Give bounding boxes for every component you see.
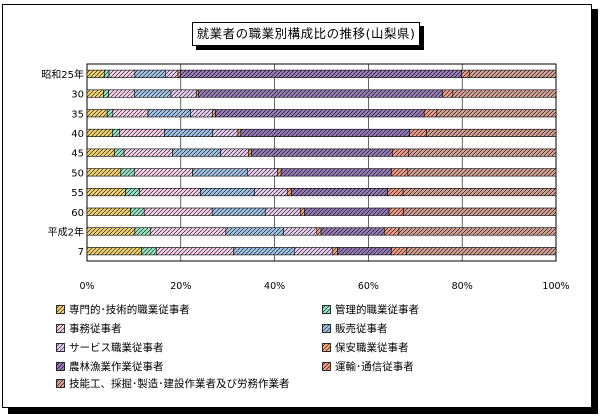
bar-segment	[406, 247, 557, 256]
bar-segment	[452, 89, 557, 98]
category-label: 30	[71, 90, 84, 101]
category-label: 40	[71, 129, 84, 140]
category-label: 昭和25年	[41, 68, 84, 81]
legend-label: 農林漁業作業従事者	[69, 361, 164, 373]
legend-label: 専門的･技術的職業従事者	[69, 304, 190, 316]
legend-label: 管理的職業従事者	[335, 304, 419, 316]
legend-swatch	[322, 362, 331, 371]
legend-swatch	[322, 324, 331, 333]
legend-swatch	[322, 305, 331, 314]
bar-segment	[398, 227, 557, 236]
legend-swatch	[56, 305, 65, 314]
legend-swatch	[56, 379, 65, 388]
bar-segment	[468, 69, 557, 78]
bar-segment	[403, 207, 557, 216]
category-label: 55	[71, 188, 84, 199]
legend-label: 技能工、採掘･製造･建設作業者及び労務作業者	[69, 378, 290, 390]
frame-shadow-bottom	[8, 408, 598, 414]
x-tick-label: 40%	[264, 281, 285, 292]
bar-segment	[402, 188, 557, 197]
x-tick-label: 60%	[358, 281, 379, 292]
bar-segment	[407, 168, 557, 177]
category-label: 7	[78, 247, 84, 258]
x-tick-label: 80%	[452, 281, 473, 292]
category-label: 50	[71, 168, 84, 179]
legend-label: 保安職業従事者	[335, 342, 409, 354]
x-tick-label: 0%	[79, 281, 94, 292]
legend-swatch	[56, 343, 65, 352]
category-label: 35	[71, 109, 84, 120]
legend-swatch	[322, 343, 331, 352]
bar-segment	[426, 128, 557, 137]
category-label: 45	[71, 149, 84, 160]
bar-segment	[436, 109, 557, 118]
legend-label: 販売従事者	[335, 323, 388, 335]
x-tick-label: 100%	[542, 281, 569, 292]
category-label: 60	[71, 208, 84, 219]
chart-title: 就業者の職業別構成比の推移(山梨県)	[192, 22, 420, 46]
legend-swatch	[56, 362, 65, 371]
bar-segment	[407, 148, 557, 157]
legend-label: サービス職業従事者	[69, 342, 164, 354]
legend-swatch	[56, 324, 65, 333]
x-tick-label: 20%	[170, 281, 191, 292]
legend-label: 事務従事者	[69, 323, 122, 335]
legend-label: 運輸･通信従事者	[335, 361, 414, 373]
category-label: 平成2年	[48, 225, 84, 238]
frame-shadow-right	[592, 9, 598, 414]
